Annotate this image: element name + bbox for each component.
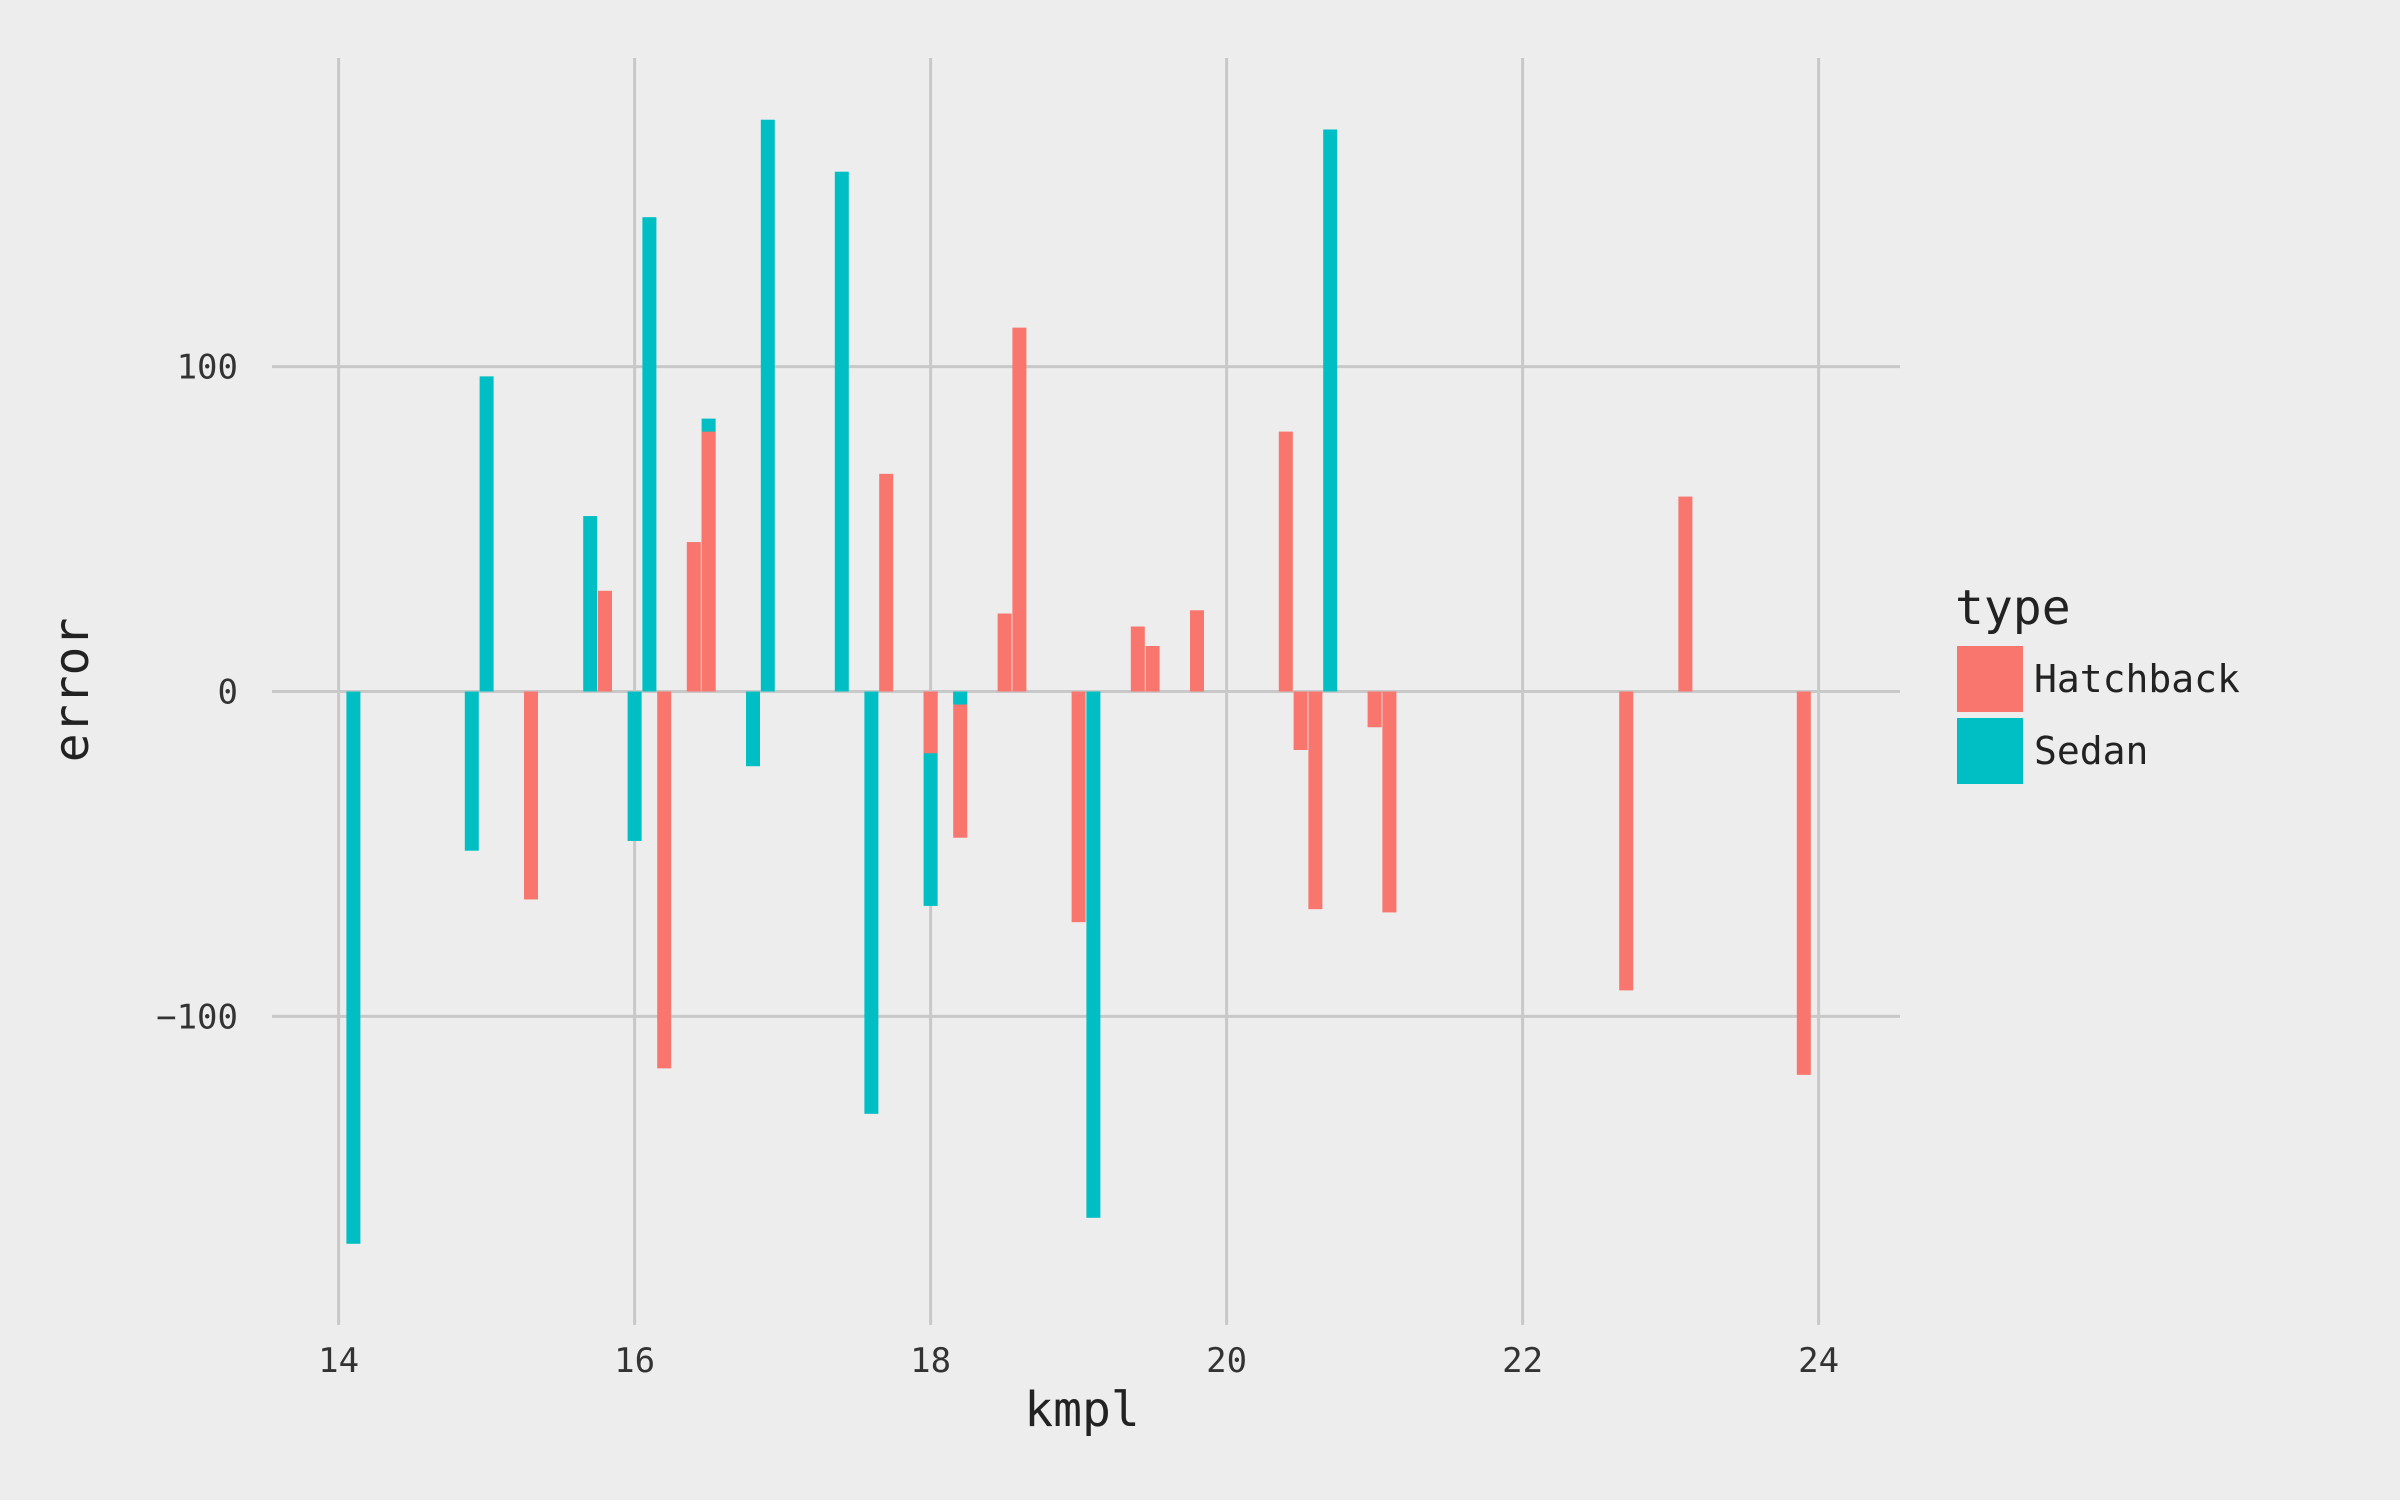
bars (346, 119, 1811, 1244)
bar-hatchback (1678, 496, 1693, 692)
tick-labels: 14 16 18 20 22 24 −100 0 100 (156, 348, 1839, 1381)
bar-sedan (346, 691, 361, 1244)
bar-sedan (760, 119, 775, 692)
y-axis-title: error (44, 618, 100, 763)
bar-hatchback (1619, 691, 1634, 991)
x-tick-label: 22 (1502, 1341, 1543, 1381)
x-tick-label: 16 (614, 1341, 655, 1381)
bar-sedan (864, 691, 879, 1114)
y-tick-label: 0 (218, 673, 238, 713)
bar-sedan (627, 691, 642, 841)
bar-hatchback (879, 473, 894, 692)
bar-sedan (642, 217, 657, 692)
x-axis-title: kmpl (1024, 1382, 1140, 1438)
legend-label-hatchback: Hatchback (2034, 657, 2240, 701)
bar-sedan (583, 516, 598, 692)
legend-swatch-hatchback (1957, 646, 2023, 712)
bar-sedan (464, 691, 479, 851)
bar-hatchback (997, 613, 1012, 692)
y-tick-label: 100 (177, 348, 238, 388)
bar-hatchback (1367, 691, 1382, 728)
bar-sedan (953, 691, 968, 705)
x-tick-label: 18 (910, 1341, 951, 1381)
bar-hatchback (923, 691, 938, 754)
bar-hatchback (1071, 691, 1086, 923)
bar-hatchback (1145, 646, 1160, 692)
bar-hatchback (524, 691, 538, 900)
legend: type Hatchback Sedan (1955, 580, 2240, 784)
bar-hatchback (953, 691, 968, 838)
bar-sedan (1086, 691, 1101, 1218)
bar-sedan (834, 171, 849, 692)
x-tick-label: 20 (1206, 1341, 1247, 1381)
bar-hatchback (701, 431, 716, 692)
bar-hatchback (1293, 691, 1308, 750)
bar-hatchback (1382, 691, 1397, 913)
legend-title: type (1955, 580, 2071, 636)
legend-swatch-sedan (1957, 718, 2023, 784)
legend-label-sedan: Sedan (2034, 729, 2148, 773)
bar-hatchback (1278, 431, 1293, 692)
bar-sedan (746, 691, 760, 767)
bar-hatchback (1190, 610, 1204, 692)
bar-hatchback (1308, 691, 1323, 910)
bar-sedan (1323, 129, 1338, 692)
y-tick-label: −100 (156, 997, 238, 1037)
x-tick-label: 24 (1798, 1341, 1839, 1381)
bar-hatchback (686, 542, 701, 692)
bar-hatchback (598, 590, 612, 692)
bar-hatchback (1012, 327, 1027, 692)
bar-hatchback (1130, 626, 1145, 692)
bar-sedan (479, 376, 494, 692)
bar-hatchback (657, 691, 672, 1069)
x-tick-label: 14 (318, 1341, 359, 1381)
bar-hatchback (1796, 691, 1811, 1075)
